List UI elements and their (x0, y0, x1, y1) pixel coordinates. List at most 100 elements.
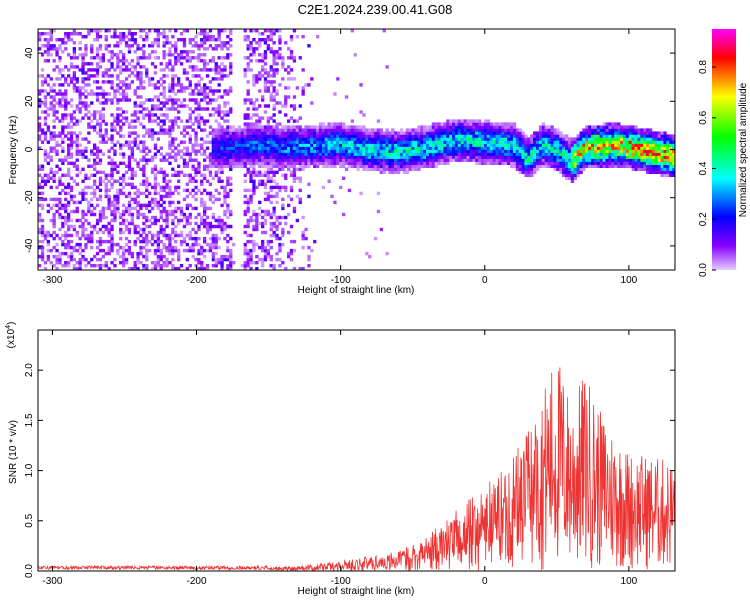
heatmap-cell (466, 155, 470, 159)
heatmap-cell (504, 149, 508, 153)
heatmap-cell (255, 218, 259, 223)
heatmap-cell (194, 152, 198, 156)
heatmap-cell (347, 143, 352, 147)
heatmap-cell (269, 137, 273, 141)
heatmap-cell (185, 221, 189, 226)
heatmap-cell (203, 212, 207, 217)
heatmap-cell (298, 158, 302, 162)
heatmap-cell (217, 167, 221, 172)
heatmap-cell (333, 122, 337, 126)
heatmap-cell (139, 261, 143, 265)
heatmap-cell (608, 146, 612, 150)
heatmap-cell (579, 137, 583, 141)
heatmap-cell (399, 140, 404, 144)
heatmap-cell (177, 116, 181, 120)
heatmap-cell (87, 92, 91, 96)
heatmap-cell (188, 41, 192, 45)
heatmap-cell (162, 41, 166, 45)
heatmap-cell (481, 146, 485, 150)
heatmap-cell (298, 176, 302, 181)
heatmap-cell (122, 218, 126, 223)
heatmap-cell (52, 173, 56, 178)
heatmap-cell (365, 161, 369, 166)
heatmap-cell (55, 50, 59, 54)
heatmap-cell (596, 161, 601, 166)
heatmap-cell (284, 152, 288, 156)
heatmap-cell (243, 146, 247, 150)
heatmap-cell (261, 248, 265, 253)
heatmap-cell (252, 149, 256, 153)
heatmap-cell (249, 200, 253, 205)
heatmap-cell (281, 149, 285, 153)
heatmap-cell (226, 182, 230, 187)
heatmap-cell (43, 134, 48, 138)
heatmap-cell (136, 254, 140, 259)
heatmap-cell (281, 173, 285, 178)
heatmap-cell (281, 161, 285, 166)
heatmap-cell (359, 146, 363, 150)
heatmap-cell (504, 140, 508, 144)
heatmap-cell (116, 194, 120, 199)
heatmap-cell (101, 119, 105, 123)
heatmap-cell (159, 125, 163, 129)
heatmap-cell (64, 158, 68, 162)
heatmap-cell (648, 131, 653, 135)
heatmap-cell (64, 80, 68, 84)
heatmap-cell (469, 131, 473, 135)
heatmap-cell (631, 140, 635, 144)
heatmap-cell (203, 29, 207, 33)
heatmap-cell (263, 143, 268, 147)
heatmap-cell (197, 113, 201, 117)
heatmap-cell (220, 161, 224, 166)
heatmap-cell (605, 149, 609, 153)
heatmap-cell (217, 128, 221, 132)
heatmap-cell (287, 152, 291, 156)
heatmap-cell (78, 92, 82, 96)
heatmap-cell (139, 29, 143, 33)
heatmap-cell (69, 176, 74, 181)
heatmap-cell (284, 267, 288, 271)
heatmap-cell (536, 158, 540, 162)
heatmap-cell (327, 137, 331, 141)
heatmap-cell (52, 47, 56, 51)
heatmap-cell (541, 125, 546, 129)
heatmap-cell (49, 101, 53, 105)
heatmap-cell (127, 134, 132, 138)
heatmap-cell (593, 134, 598, 138)
heatmap-cell (527, 161, 531, 166)
heatmap-cell (165, 233, 169, 238)
heatmap-cell (266, 197, 270, 202)
heatmap-cell (261, 32, 265, 36)
heatmap-cell (243, 209, 247, 214)
heatmap-cell (507, 134, 511, 138)
heatmap-cell (237, 140, 242, 144)
heatmap-cell (252, 80, 256, 84)
heatmap-cell (110, 224, 114, 229)
heatmap-cell (544, 140, 548, 144)
heatmap-cell (336, 158, 340, 162)
heatmap-cell (261, 116, 265, 120)
heatmap-cell (107, 233, 111, 238)
heatmap-cell (394, 158, 398, 162)
heatmap-cell (159, 32, 163, 36)
heatmap-cell (145, 38, 149, 42)
heatmap-cell (203, 200, 207, 205)
heatmap-cell (191, 146, 195, 150)
heatmap-cell (402, 143, 407, 147)
heatmap-cell (220, 74, 224, 78)
heatmap-cell (67, 227, 71, 232)
heatmap-cell (148, 83, 152, 87)
heatmap-cell (463, 137, 467, 141)
heatmap-cell (249, 140, 253, 144)
heatmap-cell (98, 188, 103, 193)
heatmap-cell (116, 197, 120, 202)
heatmap-cell (252, 218, 256, 223)
heatmap-cell (501, 128, 505, 132)
heatmap-cell (55, 164, 59, 169)
heatmap-cell (269, 254, 273, 259)
heatmap-cell (460, 152, 464, 156)
heatmap-cell (119, 221, 123, 226)
heatmap-cell (90, 264, 94, 268)
heatmap-cell (301, 149, 305, 153)
heatmap-cell (69, 209, 74, 214)
